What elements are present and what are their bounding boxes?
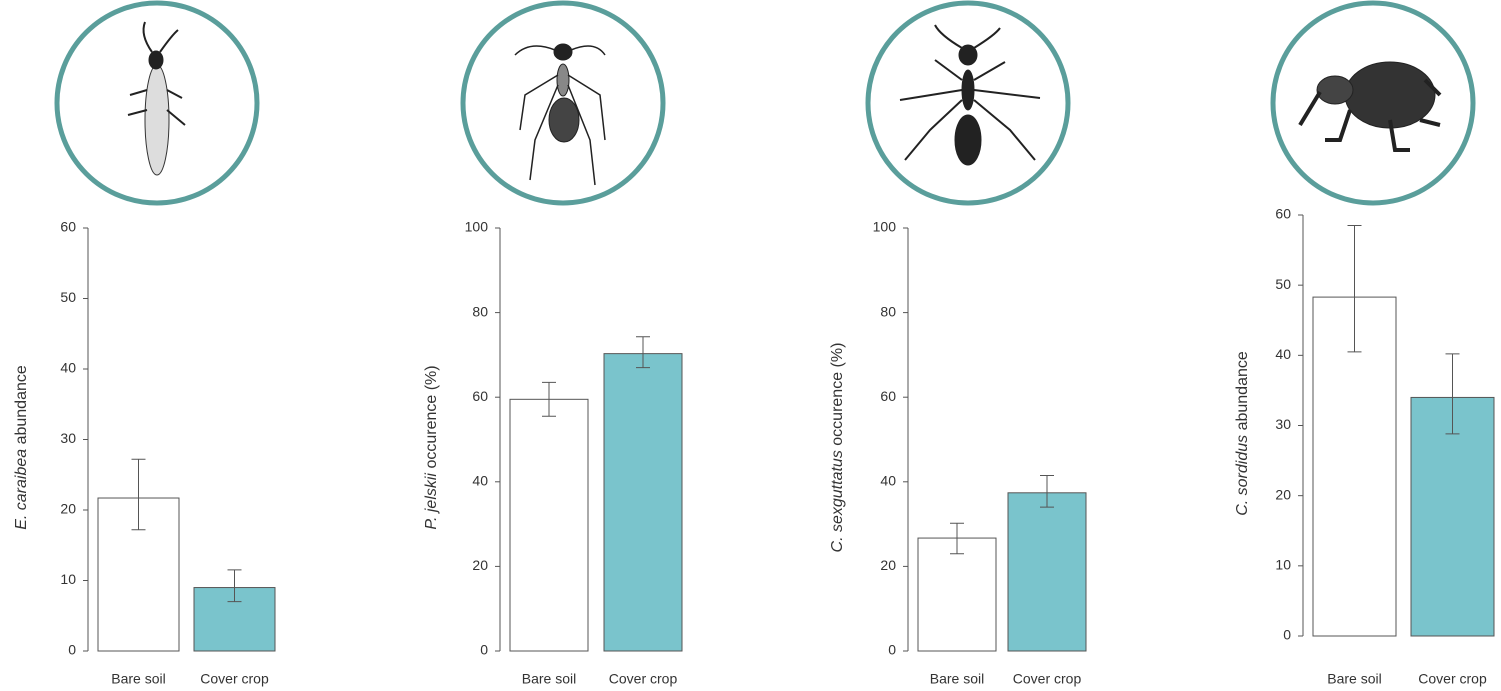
insect-earwig [128, 22, 185, 175]
insect-weevil [1300, 62, 1440, 150]
y-label-species: C. sordidus [1234, 435, 1251, 516]
x-tick-label: Cover crop [200, 671, 269, 687]
bar [510, 399, 588, 651]
y-tick-label: 40 [1275, 346, 1291, 362]
x-tick-label: Bare soil [930, 671, 984, 687]
y-tick-label: 80 [880, 303, 896, 319]
y-label-text: abundance [13, 365, 30, 444]
y-axis-label: E. caraibea abundance [13, 365, 30, 530]
x-tick-label: Bare soil [111, 671, 165, 687]
y-tick-label: 0 [480, 642, 488, 658]
y-tick-label: 50 [1275, 276, 1291, 292]
y-tick-label: 0 [1283, 627, 1291, 643]
insect-icons [57, 3, 1473, 203]
x-tick-label: Cover crop [1418, 671, 1487, 687]
y-tick-label: 60 [880, 388, 896, 404]
y-tick-label: 50 [60, 289, 76, 305]
y-tick-label: 10 [60, 571, 76, 587]
y-label-species: P. jelskii [423, 473, 440, 530]
y-tick-label: 60 [1275, 206, 1291, 222]
y-tick-label: 20 [880, 557, 896, 573]
y-tick-label: 20 [1275, 486, 1291, 502]
y-tick-label: 100 [465, 219, 489, 235]
bar [1008, 493, 1086, 651]
y-tick-label: 80 [472, 303, 488, 319]
y-label-species: C. sexguttatus [829, 450, 846, 552]
insect-ant-black [900, 25, 1040, 165]
y-tick-label: 60 [472, 388, 488, 404]
y-tick-label: 20 [60, 501, 76, 517]
y-axis-label: C. sexguttatus occurence (%) [829, 343, 846, 553]
y-tick-label: 10 [1275, 557, 1291, 573]
y-tick-label: 40 [60, 360, 76, 376]
y-axis-label: P. jelskii occurence (%) [423, 365, 440, 529]
x-tick-label: Bare soil [1327, 671, 1381, 687]
y-label-text: abundance [1234, 351, 1251, 430]
y-label-text: occurence (%) [829, 343, 846, 446]
x-tick-label: Bare soil [522, 671, 576, 687]
y-tick-label: 60 [60, 219, 76, 235]
insect-ant [515, 44, 605, 185]
y-tick-label: 20 [472, 557, 488, 573]
y-label-species: E. caraibea [13, 449, 30, 530]
bar [604, 354, 682, 651]
y-tick-label: 0 [888, 642, 896, 658]
y-tick-label: 40 [880, 473, 896, 489]
bar [918, 538, 996, 651]
y-tick-label: 40 [472, 473, 488, 489]
y-tick-label: 0 [68, 642, 76, 658]
x-tick-label: Cover crop [1013, 671, 1082, 687]
y-tick-label: 30 [60, 430, 76, 446]
y-tick-label: 30 [1275, 416, 1291, 432]
y-axis-label: C. sordidus abundance [1234, 351, 1251, 516]
y-label-text: occurence (%) [423, 365, 440, 468]
figure: 0 10 20 30 40 50 60 E. caraibea abundance Bare s… [0, 0, 1501, 691]
y-tick-label: 100 [873, 219, 897, 235]
x-tick-label: Cover crop [609, 671, 678, 687]
